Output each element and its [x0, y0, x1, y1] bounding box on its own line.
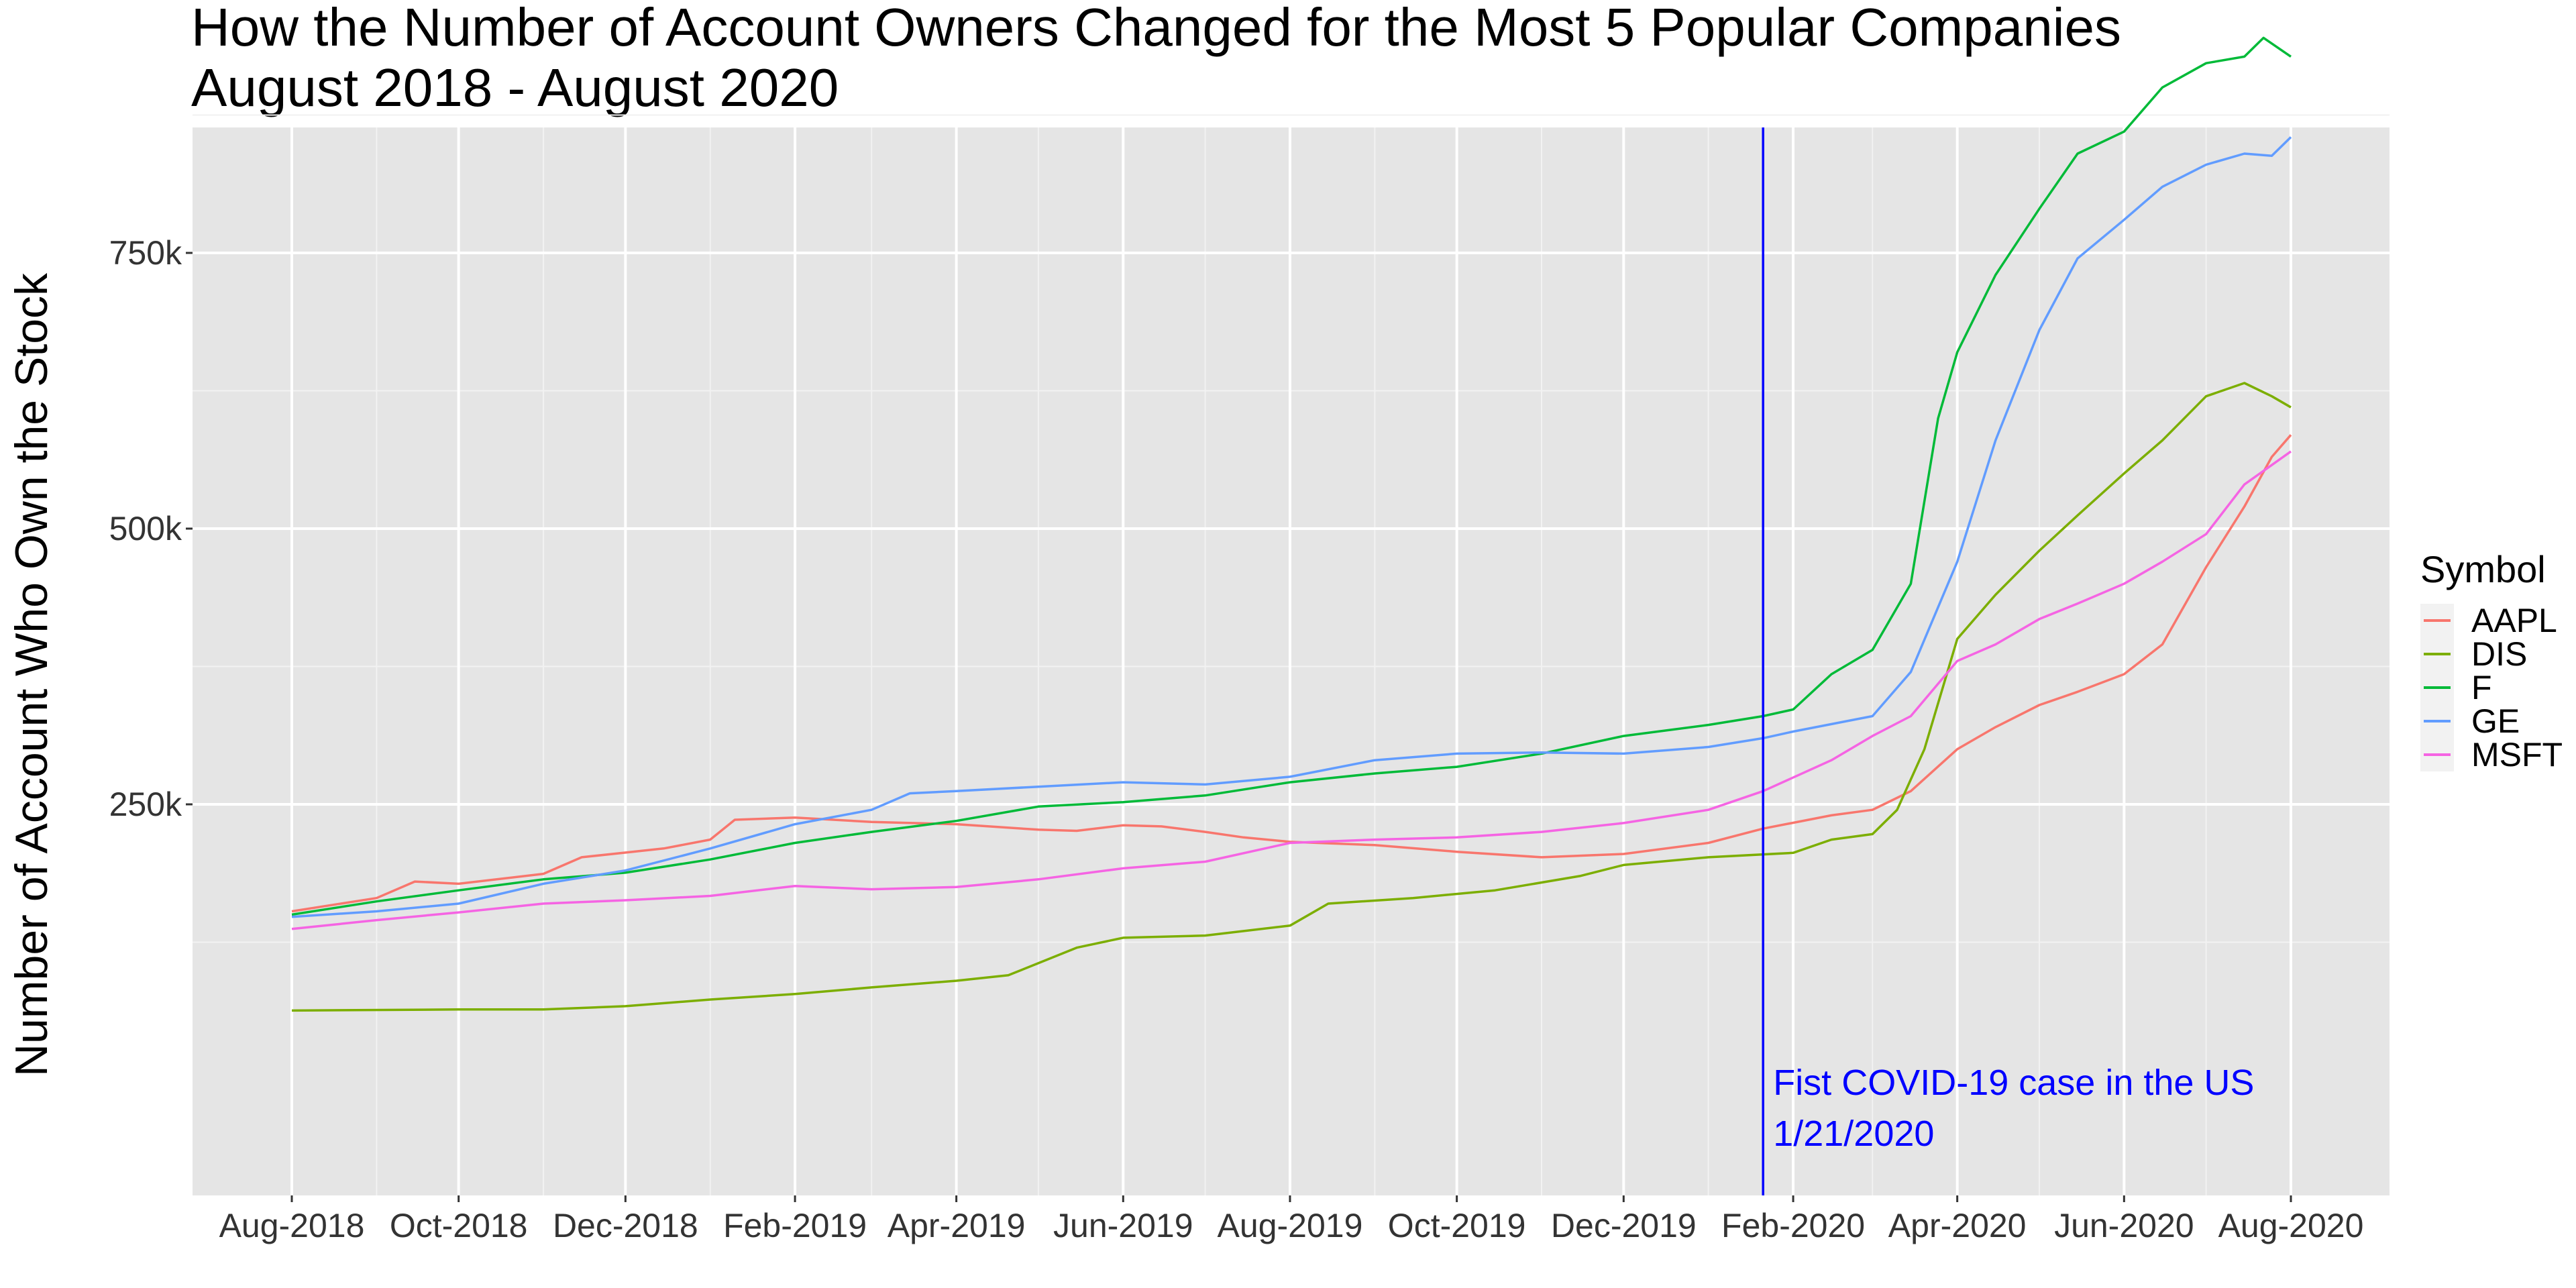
x-tick-label: Apr-2020	[1888, 1207, 2027, 1244]
y-tick-label: 500k	[109, 510, 182, 547]
axes: 250k 500k 750k Aug-2018 Oct-2018 Dec-2018 Feb-…	[109, 234, 2364, 1244]
legend-label-ge: GE	[2471, 702, 2520, 740]
x-tick-label: Feb-2019	[723, 1207, 867, 1244]
x-tick-label: Aug-2020	[2218, 1207, 2364, 1244]
chart-subtitle: August 2018 - August 2020	[191, 58, 839, 117]
series-line-ge	[291, 136, 2292, 918]
annotation-text-2: 1/21/2020	[1773, 1114, 1934, 1154]
x-tick-label: Oct-2018	[390, 1207, 528, 1244]
annotation-text-1: Fist COVID-19 case in the US	[1773, 1063, 2254, 1103]
legend-label-aapl: AAPL	[2471, 602, 2557, 639]
y-axis-title: Number of Account Who Own the Stock	[6, 272, 57, 1077]
legend-label-dis: DIS	[2471, 635, 2527, 673]
x-tick-label: Aug-2019	[1218, 1207, 1363, 1244]
chart-title: How the Number of Account Owners Changed…	[191, 0, 2121, 57]
x-tick-label: Dec-2018	[553, 1207, 698, 1244]
plot-area: Fist COVID-19 case in the US 1/21/2020	[193, 36, 2390, 1195]
y-tick-label: 250k	[109, 786, 182, 823]
x-tick-label: Aug-2018	[219, 1207, 365, 1244]
x-tick-label: Feb-2020	[1721, 1207, 1865, 1244]
series-line-f	[291, 36, 2292, 916]
series-line-dis	[291, 382, 2292, 1012]
legend-label-msft: MSFT	[2471, 736, 2563, 773]
series-line-aapl	[291, 434, 2292, 913]
x-tick-label: Jun-2020	[2054, 1207, 2194, 1244]
legend-label-f: F	[2471, 669, 2492, 706]
x-tick-label: Oct-2019	[1388, 1207, 1526, 1244]
x-tick-label: Apr-2019	[888, 1207, 1026, 1244]
x-tick-label: Dec-2019	[1551, 1207, 1697, 1244]
series-line-msft	[291, 450, 2292, 930]
y-tick-label: 750k	[109, 234, 182, 272]
x-tick-label: Jun-2019	[1053, 1207, 1193, 1244]
legend-title: Symbol	[2420, 548, 2546, 590]
